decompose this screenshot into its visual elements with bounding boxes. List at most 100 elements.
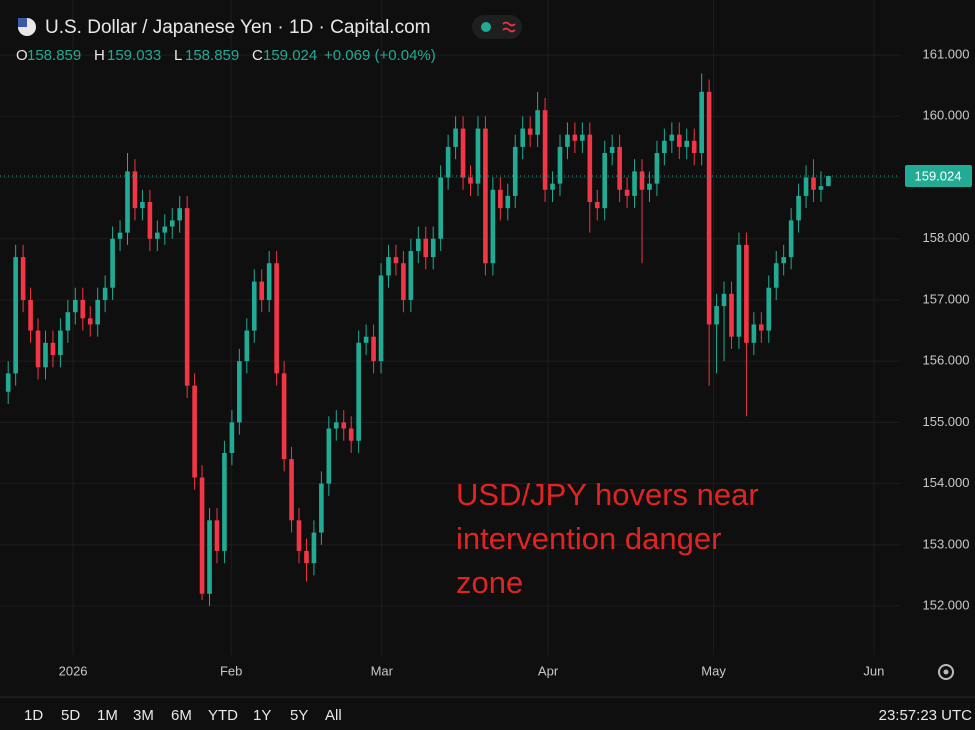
candle-body (550, 183, 555, 190)
candle-body (80, 299, 86, 319)
candle-body (259, 281, 265, 300)
candle-body (363, 336, 369, 343)
ohlc-key: C (252, 47, 263, 64)
candle-body (632, 171, 637, 196)
candle-body (304, 550, 309, 564)
range-button[interactable]: 5Y (290, 707, 308, 724)
annotation: USD/JPY hovers near (456, 477, 759, 512)
candle-body (50, 342, 56, 356)
candle-body (87, 318, 93, 325)
delay-icon (502, 21, 516, 33)
candle-body (624, 189, 630, 196)
candle-body (192, 385, 197, 478)
x-tick-label: 2026 (59, 663, 88, 678)
candle-body (729, 293, 734, 337)
gear-hub (943, 669, 949, 675)
candle-body (401, 263, 406, 300)
candle-body (587, 134, 593, 203)
candle-body (281, 373, 287, 460)
candle-body (117, 232, 123, 239)
gear-ring (938, 664, 954, 680)
candle-body (43, 342, 48, 368)
candle-body (580, 134, 585, 141)
y-tick-label: 153.000 (923, 536, 970, 551)
candle-body (266, 263, 272, 300)
candle-body (326, 428, 332, 484)
x-tick-label: Apr (538, 663, 559, 678)
candle-body (28, 299, 33, 331)
candle-body (512, 146, 518, 196)
candle-body (13, 257, 18, 374)
candle-body (95, 299, 100, 325)
ohlc-key: L (174, 47, 182, 64)
candle-body (647, 183, 652, 190)
candle-body (348, 428, 354, 441)
candle-body (773, 263, 779, 288)
candle-body (788, 220, 794, 258)
candle-body (333, 422, 339, 429)
candle-body (527, 128, 533, 135)
candle-body (229, 422, 235, 453)
range-button[interactable]: All (325, 707, 342, 724)
candle-body (662, 140, 667, 154)
candle-body (393, 257, 399, 264)
candle-body (811, 177, 816, 190)
candle-body (699, 91, 704, 154)
candle-body (475, 128, 481, 184)
candle-body (639, 171, 645, 190)
candle-body (602, 153, 608, 209)
candle-body (289, 459, 294, 521)
status-badge[interactable] (472, 15, 522, 39)
candle-body (445, 146, 451, 178)
candle-body (706, 91, 712, 325)
candle-body (244, 330, 250, 362)
ohlc-change: +0.069 (+0.04%) (324, 47, 436, 64)
ohlc-value: 158.859 (185, 47, 239, 64)
range-button[interactable]: 3M (133, 707, 154, 724)
candle-body (356, 342, 361, 441)
candle-body (251, 281, 257, 331)
y-tick-label: 157.000 (923, 291, 970, 306)
candle-body (460, 128, 466, 178)
candle-body (505, 195, 511, 209)
symbol-title: U.S. Dollar / Japanese Yen · 1D · Capita… (45, 17, 430, 38)
range-button[interactable]: 1D (24, 707, 43, 724)
candle-body (781, 257, 786, 264)
plot (0, 0, 900, 655)
y-tick-label: 160.000 (923, 108, 970, 123)
candle-body (654, 153, 660, 184)
candle-body (423, 238, 429, 258)
candle-body (714, 306, 719, 325)
candle-body (676, 134, 682, 147)
x-tick-label: Feb (220, 663, 242, 678)
range-button[interactable]: 1Y (253, 707, 271, 724)
range-button[interactable]: 6M (171, 707, 192, 724)
candle-body (72, 299, 78, 313)
y-tick-label: 158.000 (923, 230, 970, 245)
y-tick-label: 152.000 (923, 597, 970, 612)
candle-body (744, 244, 749, 343)
candle-body (237, 361, 242, 423)
annotation: zone (456, 565, 523, 600)
candle-body (609, 146, 615, 154)
range-button[interactable]: 5D (61, 707, 80, 724)
x-tick-label: Jun (863, 663, 884, 678)
candle-body (438, 177, 443, 239)
candle-body (669, 134, 675, 141)
ohlc-value: 158.859 (27, 47, 81, 64)
candle-body (617, 146, 622, 190)
settings-icon[interactable] (938, 664, 954, 680)
candle-body (684, 140, 690, 147)
candle-body (535, 110, 540, 135)
candle-body (453, 128, 458, 147)
candle-body (169, 220, 175, 227)
range-button[interactable]: YTD (208, 707, 238, 724)
last-price-tag (905, 165, 972, 188)
candle-body (468, 177, 473, 184)
ohlc-value: 159.033 (107, 47, 161, 64)
range-button[interactable]: 1M (97, 707, 118, 724)
last-price-label: 159.024 (915, 168, 962, 183)
x-tick-label: Mar (371, 663, 394, 678)
